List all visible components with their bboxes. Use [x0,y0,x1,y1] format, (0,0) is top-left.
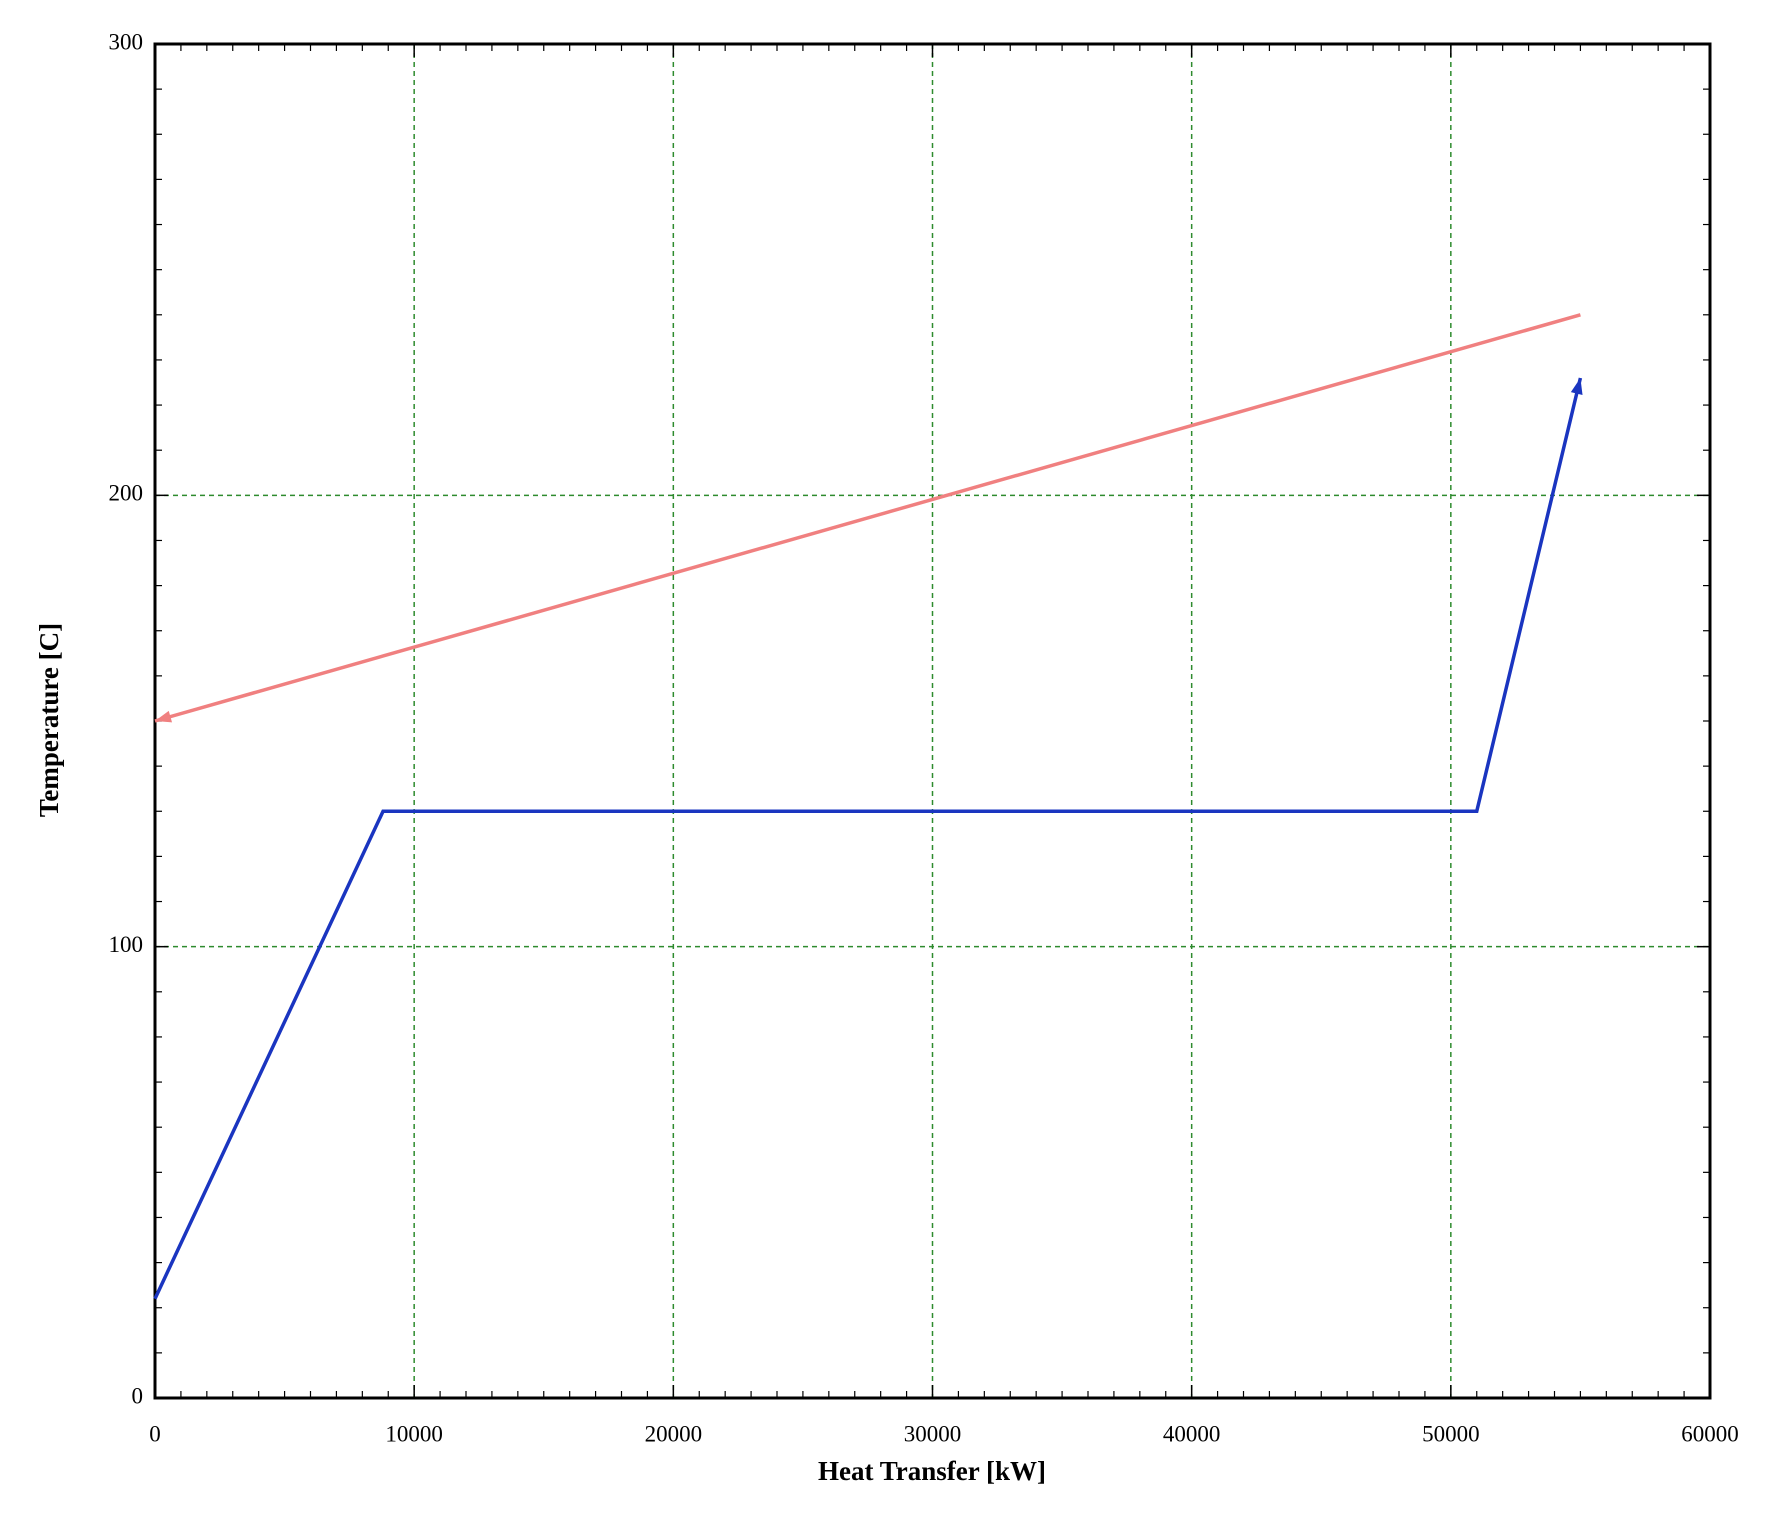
x-tick-label: 20000 [645,1421,703,1446]
series-line [153,377,1583,1300]
x-tick-label: 50000 [1422,1421,1480,1446]
y-tick-label: 200 [109,481,144,506]
arrow-head [155,710,173,723]
y-tick-label: 0 [132,1383,144,1408]
y-axis-label: Temperature [C] [34,623,64,817]
x-tick-label: 0 [149,1421,161,1446]
x-axis-label: Heat Transfer [kW] [818,1456,1046,1486]
arrow-head [1570,377,1583,395]
y-tick-label: 100 [109,932,144,957]
x-tick-label: 60000 [1681,1421,1739,1446]
series-line [154,313,1581,723]
x-tick-label: 30000 [904,1421,962,1446]
x-tick-label: 10000 [385,1421,443,1446]
x-tick-label: 40000 [1163,1421,1221,1446]
y-tick-label: 300 [109,29,144,54]
